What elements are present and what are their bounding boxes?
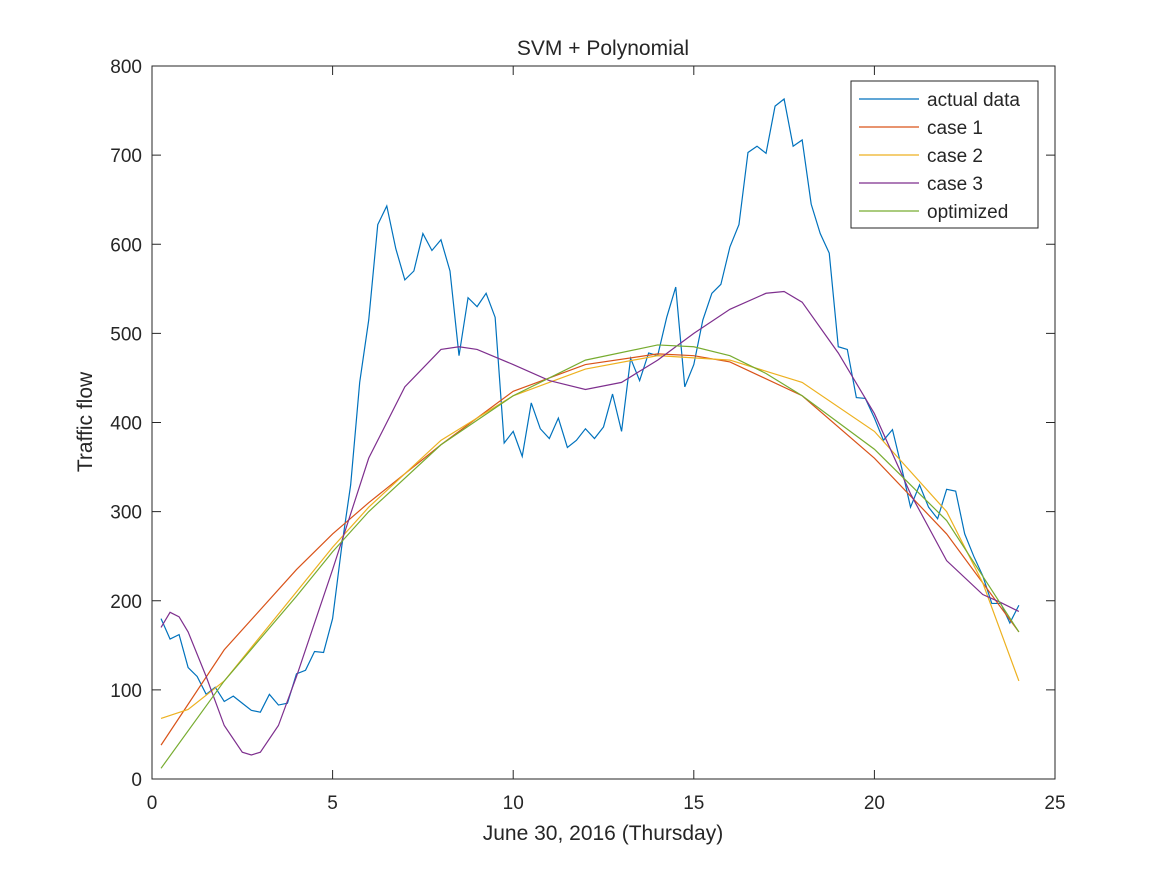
chart-title: SVM + Polynomial bbox=[517, 37, 689, 60]
legend-label: case 2 bbox=[927, 146, 983, 167]
x-tick-label: 20 bbox=[864, 793, 885, 814]
x-tick-label: 25 bbox=[1044, 793, 1065, 814]
y-tick-label: 300 bbox=[110, 503, 142, 524]
legend-label: case 1 bbox=[927, 118, 983, 139]
y-tick-label: 400 bbox=[110, 414, 142, 435]
series-line bbox=[160, 290, 1020, 756]
x-tick-label: 10 bbox=[503, 793, 524, 814]
y-tick-label: 600 bbox=[110, 235, 142, 256]
y-tick-label: 800 bbox=[110, 57, 142, 78]
series-line bbox=[160, 353, 1020, 746]
y-tick-label: 0 bbox=[131, 770, 142, 791]
x-tick-label: 0 bbox=[147, 793, 158, 814]
series-line bbox=[160, 344, 1020, 769]
x-tick-label: 15 bbox=[683, 793, 704, 814]
legend-label: optimized bbox=[927, 202, 1008, 223]
x-tick-label: 5 bbox=[327, 793, 338, 814]
series-line bbox=[160, 355, 1020, 719]
y-tick-label: 500 bbox=[110, 324, 142, 345]
y-tick-label: 700 bbox=[110, 146, 142, 167]
y-tick-label: 100 bbox=[110, 681, 142, 702]
series-line bbox=[160, 97, 1020, 713]
x-axis-label: June 30, 2016 (Thursday) bbox=[483, 822, 723, 845]
y-tick-label: 200 bbox=[110, 592, 142, 613]
y-axis-label: Traffic flow bbox=[74, 371, 97, 472]
legend-label: actual data bbox=[927, 90, 1020, 111]
legend-label: case 3 bbox=[927, 174, 983, 195]
